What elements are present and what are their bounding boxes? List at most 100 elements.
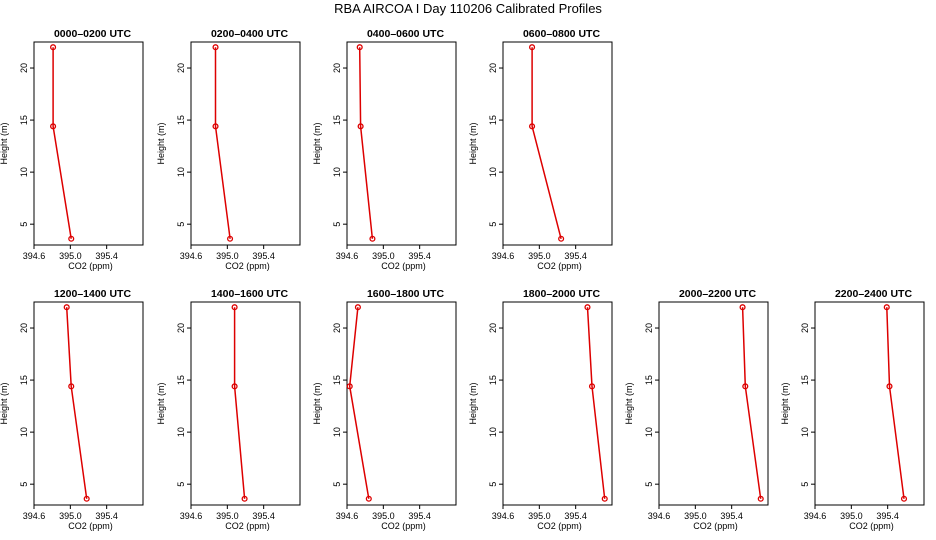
profile-line xyxy=(741,307,762,499)
y-tick-label: 10 xyxy=(488,167,498,177)
y-tick-label: 15 xyxy=(332,115,342,125)
x-tick-label: 394.6 xyxy=(180,251,203,261)
y-tick-label: 10 xyxy=(176,167,186,177)
profile-line xyxy=(531,47,562,239)
y-axis-label: Height (m) xyxy=(468,122,478,164)
x-tick-label: 395.4 xyxy=(408,251,431,261)
x-axis-label: CO2 (ppm) xyxy=(381,261,426,271)
y-tick-label: 20 xyxy=(19,323,29,333)
x-tick-label: 395.4 xyxy=(408,511,431,521)
plot-frame xyxy=(658,301,769,506)
plot-frame xyxy=(33,41,144,246)
profile-point xyxy=(354,304,361,311)
profile-line xyxy=(65,307,88,499)
x-tick-label: 395.0 xyxy=(216,511,239,521)
plot-frame xyxy=(190,301,301,506)
x-axis-label: CO2 (ppm) xyxy=(225,261,270,271)
y-tick-label: 5 xyxy=(19,222,29,227)
y-tick-label: 20 xyxy=(488,63,498,73)
x-axis-label: CO2 (ppm) xyxy=(537,261,582,271)
y-tick-label: 5 xyxy=(332,482,342,487)
panel-title: 2000–2200 UTC xyxy=(679,288,756,300)
y-axis-label: Height (m) xyxy=(0,382,9,424)
y-tick-label: 10 xyxy=(488,427,498,437)
profile-point xyxy=(63,304,70,311)
x-axis-label: CO2 (ppm) xyxy=(68,521,113,531)
profile-line xyxy=(348,307,370,499)
y-axis-label: Height (m) xyxy=(312,122,322,164)
y-tick-label: 5 xyxy=(644,482,654,487)
y-tick-label: 5 xyxy=(19,482,29,487)
y-tick-label: 5 xyxy=(800,482,810,487)
y-tick-label: 15 xyxy=(176,375,186,385)
figure-title: RBA AIRCOA I Day 110206 Calibrated Profi… xyxy=(334,1,602,16)
profile-line xyxy=(586,307,606,499)
plot-frame xyxy=(346,41,457,246)
y-tick-label: 5 xyxy=(488,222,498,227)
y-tick-label: 10 xyxy=(332,427,342,437)
y-tick-label: 15 xyxy=(19,115,29,125)
y-tick-label: 15 xyxy=(332,375,342,385)
x-tick-label: 394.6 xyxy=(804,511,827,521)
x-axis-label: CO2 (ppm) xyxy=(693,521,738,531)
profile-point xyxy=(739,304,746,311)
x-tick-label: 394.6 xyxy=(492,251,515,261)
y-axis-label: Height (m) xyxy=(0,122,9,164)
x-tick-label: 394.6 xyxy=(336,251,359,261)
profile-point xyxy=(365,495,372,502)
x-tick-label: 395.4 xyxy=(95,511,118,521)
profile-point xyxy=(883,304,890,311)
x-tick-label: 395.4 xyxy=(876,511,899,521)
x-tick-label: 395.0 xyxy=(840,511,863,521)
plot-frame xyxy=(346,301,457,506)
plot-frame xyxy=(33,301,144,506)
x-tick-label: 395.0 xyxy=(528,511,551,521)
x-axis-label: CO2 (ppm) xyxy=(68,261,113,271)
plot-frame xyxy=(502,41,613,246)
y-tick-label: 10 xyxy=(19,167,29,177)
profile-point xyxy=(529,123,536,130)
panel-title: 1400–1600 UTC xyxy=(211,288,288,300)
y-tick-label: 10 xyxy=(332,167,342,177)
y-tick-label: 5 xyxy=(176,482,186,487)
y-tick-label: 10 xyxy=(176,427,186,437)
y-axis-label: Height (m) xyxy=(468,382,478,424)
y-tick-label: 20 xyxy=(332,323,342,333)
panel-title: 0600–0800 UTC xyxy=(523,28,600,40)
y-tick-label: 20 xyxy=(488,323,498,333)
x-tick-label: 395.0 xyxy=(372,511,395,521)
profile-point xyxy=(68,383,75,390)
profile-point xyxy=(558,235,565,242)
y-axis-label: Height (m) xyxy=(156,382,166,424)
profile-point xyxy=(227,235,234,242)
profile-point xyxy=(357,123,364,130)
x-tick-label: 394.6 xyxy=(180,511,203,521)
y-tick-label: 15 xyxy=(488,115,498,125)
x-tick-label: 395.0 xyxy=(528,251,551,261)
x-tick-label: 395.4 xyxy=(720,511,743,521)
x-tick-label: 394.6 xyxy=(23,511,46,521)
profile-line xyxy=(214,47,231,239)
x-tick-label: 395.0 xyxy=(59,251,82,261)
y-tick-label: 5 xyxy=(176,222,186,227)
profile-point xyxy=(50,44,57,51)
panel-title: 0200–0400 UTC xyxy=(211,28,288,40)
profile-point xyxy=(346,383,353,390)
profile-point xyxy=(900,495,908,502)
y-axis-label: Height (m) xyxy=(780,382,790,424)
panel-title: 1600–1800 UTC xyxy=(367,288,444,300)
profile-line xyxy=(52,47,72,239)
x-tick-label: 394.6 xyxy=(648,511,671,521)
panel-title: 1800–2000 UTC xyxy=(523,288,600,300)
y-axis-label: Height (m) xyxy=(624,382,634,424)
profile-point xyxy=(757,495,764,502)
profile-line xyxy=(886,307,905,499)
x-axis-label: CO2 (ppm) xyxy=(537,521,582,531)
x-tick-label: 395.0 xyxy=(216,251,239,261)
y-tick-label: 20 xyxy=(644,323,654,333)
